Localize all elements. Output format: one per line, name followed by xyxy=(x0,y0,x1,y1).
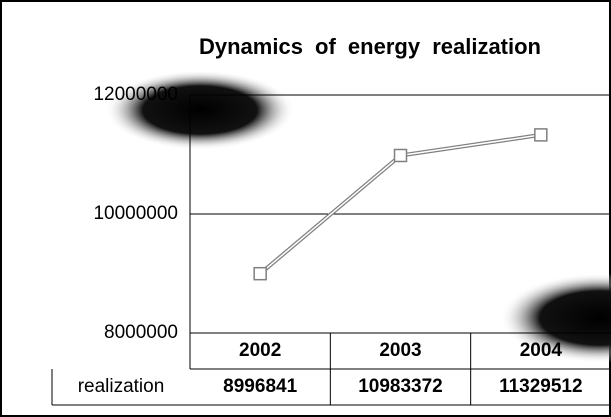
chart-title: Dynamics of energy realization xyxy=(199,34,541,59)
table-value: 10983372 xyxy=(358,376,443,397)
x-tick-label: 2004 xyxy=(520,340,563,361)
table-value: 11329512 xyxy=(499,376,583,397)
scan-artifact xyxy=(105,70,295,150)
table-value: 8996841 xyxy=(223,376,297,397)
marker xyxy=(393,148,408,163)
scan-artifact xyxy=(500,273,611,363)
y-tick-label: 12000000 xyxy=(93,84,178,105)
y-tick-label: 10000000 xyxy=(93,203,178,224)
marker xyxy=(253,266,267,281)
marker xyxy=(534,128,548,142)
table-row-label: realization xyxy=(78,376,165,397)
x-tick-label: 2002 xyxy=(239,340,281,361)
x-tick-label: 2003 xyxy=(379,340,421,361)
y-tick-label: 8000000 xyxy=(104,322,178,343)
